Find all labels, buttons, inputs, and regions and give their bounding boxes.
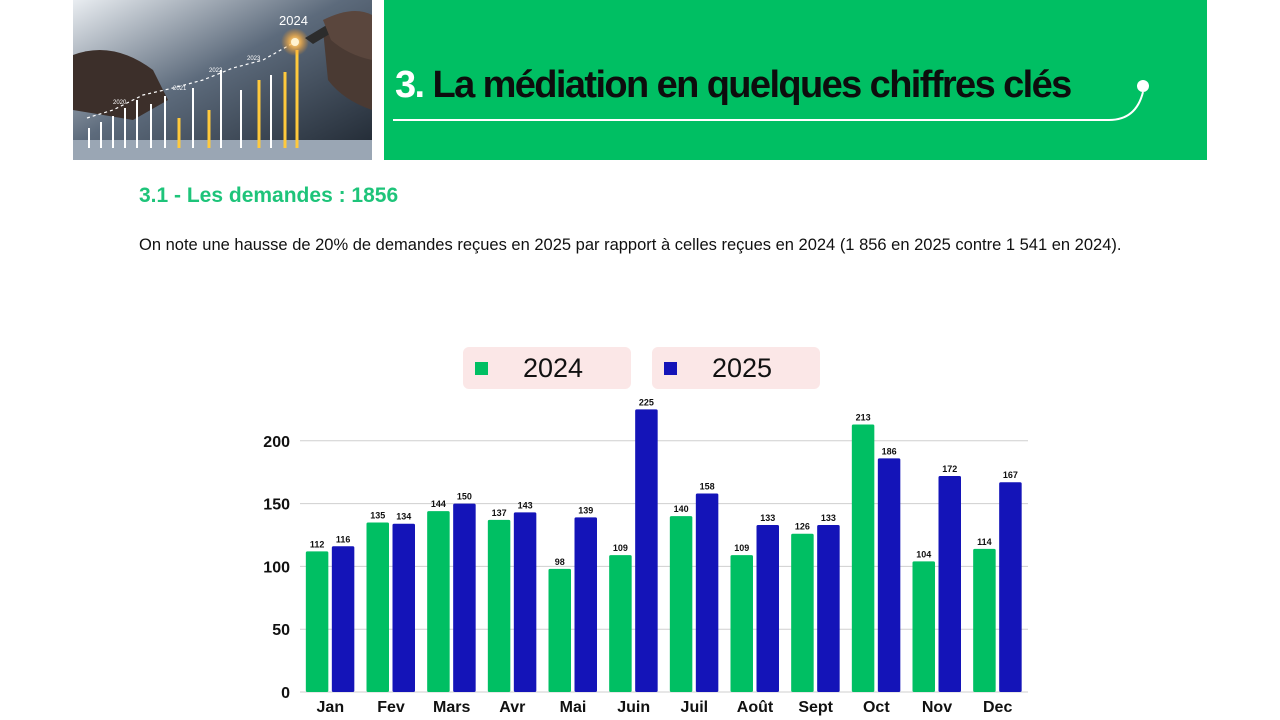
x-tick-label: Mai — [560, 699, 587, 716]
section-number: 3. — [395, 64, 425, 106]
banner-swoosh-line — [393, 80, 1149, 121]
data-label: 126 — [795, 522, 810, 532]
bar-2024-Mars — [427, 511, 450, 692]
bar-2025-Fev — [392, 523, 415, 692]
bar-2025-Nov — [938, 475, 961, 692]
page-title: 3. La médiation en quelques chiffres clé… — [395, 64, 1072, 107]
data-label: 133 — [760, 513, 775, 523]
y-tick-label: 200 — [263, 434, 290, 451]
bar-2024-Juil — [669, 516, 693, 692]
x-tick-label: Fev — [377, 699, 405, 716]
legend-item-2025: 2025 — [652, 347, 820, 389]
x-tick-label: Nov — [922, 699, 952, 716]
data-label: 186 — [882, 446, 897, 456]
bar-2024-Avr — [487, 519, 511, 692]
hero-year-2022: 2022 — [209, 68, 223, 74]
bar-2024-Dec — [973, 548, 996, 692]
data-label: 213 — [856, 412, 871, 422]
x-tick-label: Juil — [681, 699, 709, 716]
x-tick-label: Dec — [983, 699, 1012, 716]
y-tick-label: 0 — [281, 685, 290, 702]
section-heading: 3.1 - Les demandes : 1856 — [139, 184, 399, 207]
legend-label-2025: 2025 — [712, 353, 773, 383]
data-label: 109 — [613, 543, 628, 553]
data-label: 150 — [457, 492, 472, 502]
bar-2024-Jan — [305, 551, 329, 692]
data-label: 140 — [674, 504, 689, 514]
data-label: 158 — [700, 482, 715, 492]
bar-2025-Oct — [877, 458, 901, 692]
x-tick-label: Oct — [863, 699, 890, 716]
x-tick-label: Mars — [433, 699, 470, 716]
data-label: 139 — [578, 505, 593, 515]
hero-year-2020: 2020 — [113, 100, 127, 106]
data-label: 172 — [942, 464, 957, 474]
bar-2025-Août — [756, 524, 779, 692]
x-tick-label: Juin — [617, 699, 650, 716]
bar-2024-Août — [730, 555, 753, 692]
intro-paragraph: On note une hausse de 20% de demandes re… — [139, 236, 1122, 254]
data-label: 143 — [518, 500, 533, 510]
bar-2025-Mars — [453, 503, 476, 692]
data-label: 98 — [555, 557, 565, 567]
data-label: 116 — [336, 534, 351, 544]
hero-image: 2024 2023 2022 2021 2020 — [73, 0, 372, 160]
data-label: 112 — [310, 539, 325, 549]
bar-chart: 0 50 100 150 200 112 116 Jan 135 134 Fev 144 150 Mars… — [263, 397, 1028, 716]
x-tick-label: Sept — [798, 699, 833, 716]
data-label: 137 — [492, 508, 507, 518]
bar-2025-Dec — [999, 482, 1022, 692]
bar-2025-Mai — [574, 517, 597, 692]
data-label: 134 — [396, 512, 411, 522]
hero-year-label: 2024 — [279, 13, 308, 28]
legend-label-2024: 2024 — [523, 353, 584, 383]
legend-swatch-2025 — [664, 362, 677, 375]
hero-year-2023: 2023 — [247, 56, 261, 62]
data-label: 144 — [431, 499, 446, 509]
legend-item-2024: 2024 — [463, 347, 631, 389]
data-label: 225 — [639, 397, 654, 407]
x-tick-label: Août — [737, 699, 774, 716]
bar-2024-Mai — [548, 568, 571, 692]
bar-2024-Sept — [791, 533, 814, 692]
x-tick-label: Jan — [317, 699, 345, 716]
bar-2025-Juil — [695, 493, 719, 692]
bar-2025-Sept — [817, 524, 840, 692]
bar-2024-Fev — [366, 522, 389, 692]
bar-2025-Jan — [331, 546, 355, 692]
hero-year-2021: 2021 — [173, 86, 187, 92]
data-label: 104 — [916, 549, 931, 559]
data-label: 114 — [977, 537, 992, 547]
section-banner: 3. La médiation en quelques chiffres clé… — [384, 0, 1207, 160]
data-label: 135 — [370, 510, 385, 520]
y-tick-label: 100 — [263, 559, 290, 576]
bar-2025-Juin — [635, 409, 658, 692]
data-label: 133 — [821, 513, 836, 523]
bar-2024-Oct — [851, 424, 875, 692]
bar-2024-Juin — [609, 555, 632, 692]
data-label: 167 — [1003, 470, 1018, 480]
y-tick-label: 150 — [263, 497, 290, 514]
bar-2025-Avr — [513, 512, 537, 692]
bar-2024-Nov — [912, 561, 935, 692]
legend-swatch-2024 — [475, 362, 488, 375]
x-tick-label: Avr — [499, 699, 525, 716]
data-label: 109 — [734, 543, 749, 553]
section-title-text: La médiation en quelques chiffres clés — [432, 64, 1072, 106]
y-tick-label: 50 — [272, 622, 290, 639]
